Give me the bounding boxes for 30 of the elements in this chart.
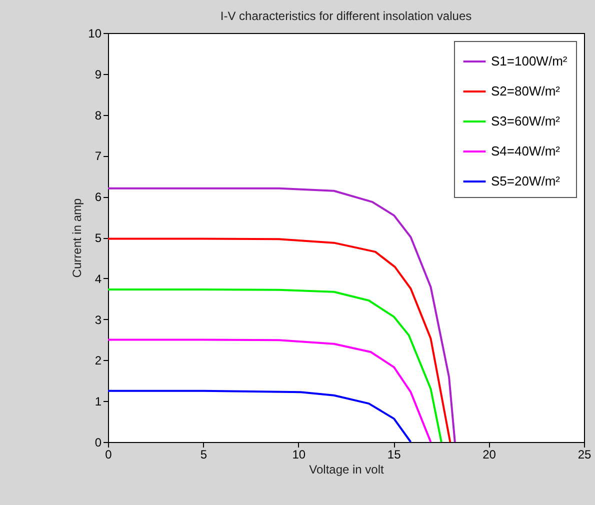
x-tick-label: 20 [482, 448, 496, 462]
y-axis-title: Current in amp [70, 198, 84, 278]
y-tick-label: 0 [94, 436, 102, 450]
y-tick-label: 8 [94, 108, 102, 122]
y-tick-label: 5 [94, 231, 102, 245]
chart-title: I-V characteristics for different insolation values [220, 9, 472, 23]
line-series [107, 338, 432, 443]
line-series [107, 187, 456, 443]
x-tick-label: 5 [200, 448, 208, 462]
legend-label: S2=80W/m² [491, 84, 561, 98]
legend-label: S3=60W/m² [491, 114, 561, 128]
line-series [107, 390, 412, 443]
y-tick-label: 6 [94, 190, 102, 204]
y-tick-label: 1 [94, 394, 102, 409]
line-series [107, 288, 442, 443]
legend-label: S1=100W/m² [491, 54, 568, 68]
legend-label: S4=40W/m² [491, 144, 561, 158]
y-tick-label: 4 [94, 272, 102, 286]
x-tick-label: 0 [105, 448, 112, 462]
y-tick-label: 10 [88, 26, 102, 40]
x-tick-label: 25 [578, 448, 592, 462]
x-tick-label: 15 [387, 448, 402, 462]
y-tick-label: 2 [94, 354, 102, 368]
x-tick-label: 10 [292, 448, 306, 462]
y-tick-label: 9 [94, 67, 102, 82]
x-axis-title: Voltage in volt [309, 462, 385, 476]
line-series [107, 238, 452, 443]
y-tick-label: 3 [94, 312, 102, 327]
legend-label: S5=20W/m² [491, 174, 561, 188]
y-tick-label: 7 [94, 149, 102, 164]
